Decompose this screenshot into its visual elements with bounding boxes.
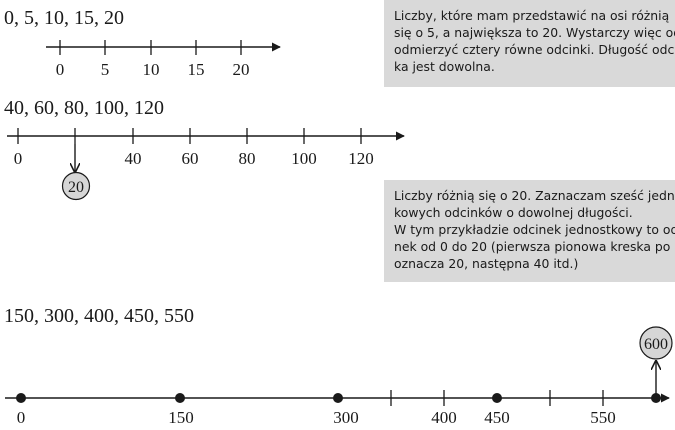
point-dot bbox=[175, 393, 185, 403]
marker-bubble-600 bbox=[639, 326, 673, 360]
tick-label: 80 bbox=[239, 149, 256, 168]
tick-label: 0 bbox=[56, 60, 65, 79]
note-2-line: oznacza 20, następna 40 itd.) bbox=[394, 256, 579, 271]
tick-label: 100 bbox=[291, 149, 317, 168]
marker-bubble-label: 20 bbox=[68, 179, 84, 196]
tick-label: 0 bbox=[14, 149, 23, 168]
tick-label: 20 bbox=[233, 60, 250, 79]
explanation-note-1: Liczby, które mam przedstawić na osi róż… bbox=[384, 0, 675, 87]
point-dot bbox=[651, 393, 661, 403]
sequence-2: 40, 60, 80, 100, 120 bbox=[4, 97, 164, 119]
note-1-line: Liczby, które mam przedstawić na osi róż… bbox=[394, 8, 670, 23]
number-line-3: 0 150 300 400 450 550 600 bbox=[5, 326, 673, 427]
marker-bubble-label: 600 bbox=[644, 336, 668, 353]
tick-label: 15 bbox=[188, 60, 205, 79]
number-line-2: 0 40 60 80 100 120 20 bbox=[7, 128, 405, 201]
tick-label: 400 bbox=[431, 408, 457, 427]
point-dot bbox=[492, 393, 502, 403]
note-2-line: Liczby różnią się o 20. Zaznaczam sześć … bbox=[394, 188, 675, 203]
note-2-line: kowych odcinków o dowolnej długości. bbox=[394, 205, 633, 220]
explanation-note-2: Liczby różnią się o 20. Zaznaczam sześć … bbox=[384, 180, 675, 282]
tick-label: 150 bbox=[168, 408, 194, 427]
tick-label: 450 bbox=[484, 408, 510, 427]
sequence-1: 0, 5, 10, 15, 20 bbox=[4, 7, 124, 29]
tick-label: 5 bbox=[101, 60, 110, 79]
note-1-line: odmierzyć cztery równe odcinki. Długość … bbox=[394, 42, 675, 57]
tick-label: 550 bbox=[590, 408, 616, 427]
point-dot bbox=[16, 393, 26, 403]
point-dot bbox=[333, 393, 343, 403]
tick-label: 300 bbox=[333, 408, 359, 427]
note-2-line: W tym przykładzie odcinek jednostkowy to… bbox=[394, 222, 675, 237]
note-1-line: ka jest dowolna. bbox=[394, 59, 495, 74]
tick-label: 0 bbox=[17, 408, 26, 427]
tick-label: 60 bbox=[182, 149, 199, 168]
tick-label: 120 bbox=[348, 149, 374, 168]
tick-label: 10 bbox=[143, 60, 160, 79]
marker-bubble-20 bbox=[61, 171, 91, 201]
note-2-line: nek od 0 do 20 (pierwsza pionowa kreska … bbox=[394, 239, 675, 254]
number-line-1: 0 5 10 15 20 bbox=[46, 40, 281, 79]
tick-label: 40 bbox=[125, 149, 142, 168]
note-1-line: się o 5, a największa to 20. Wystarczy w… bbox=[394, 25, 675, 40]
sequence-3: 150, 300, 400, 450, 550 bbox=[4, 305, 194, 327]
